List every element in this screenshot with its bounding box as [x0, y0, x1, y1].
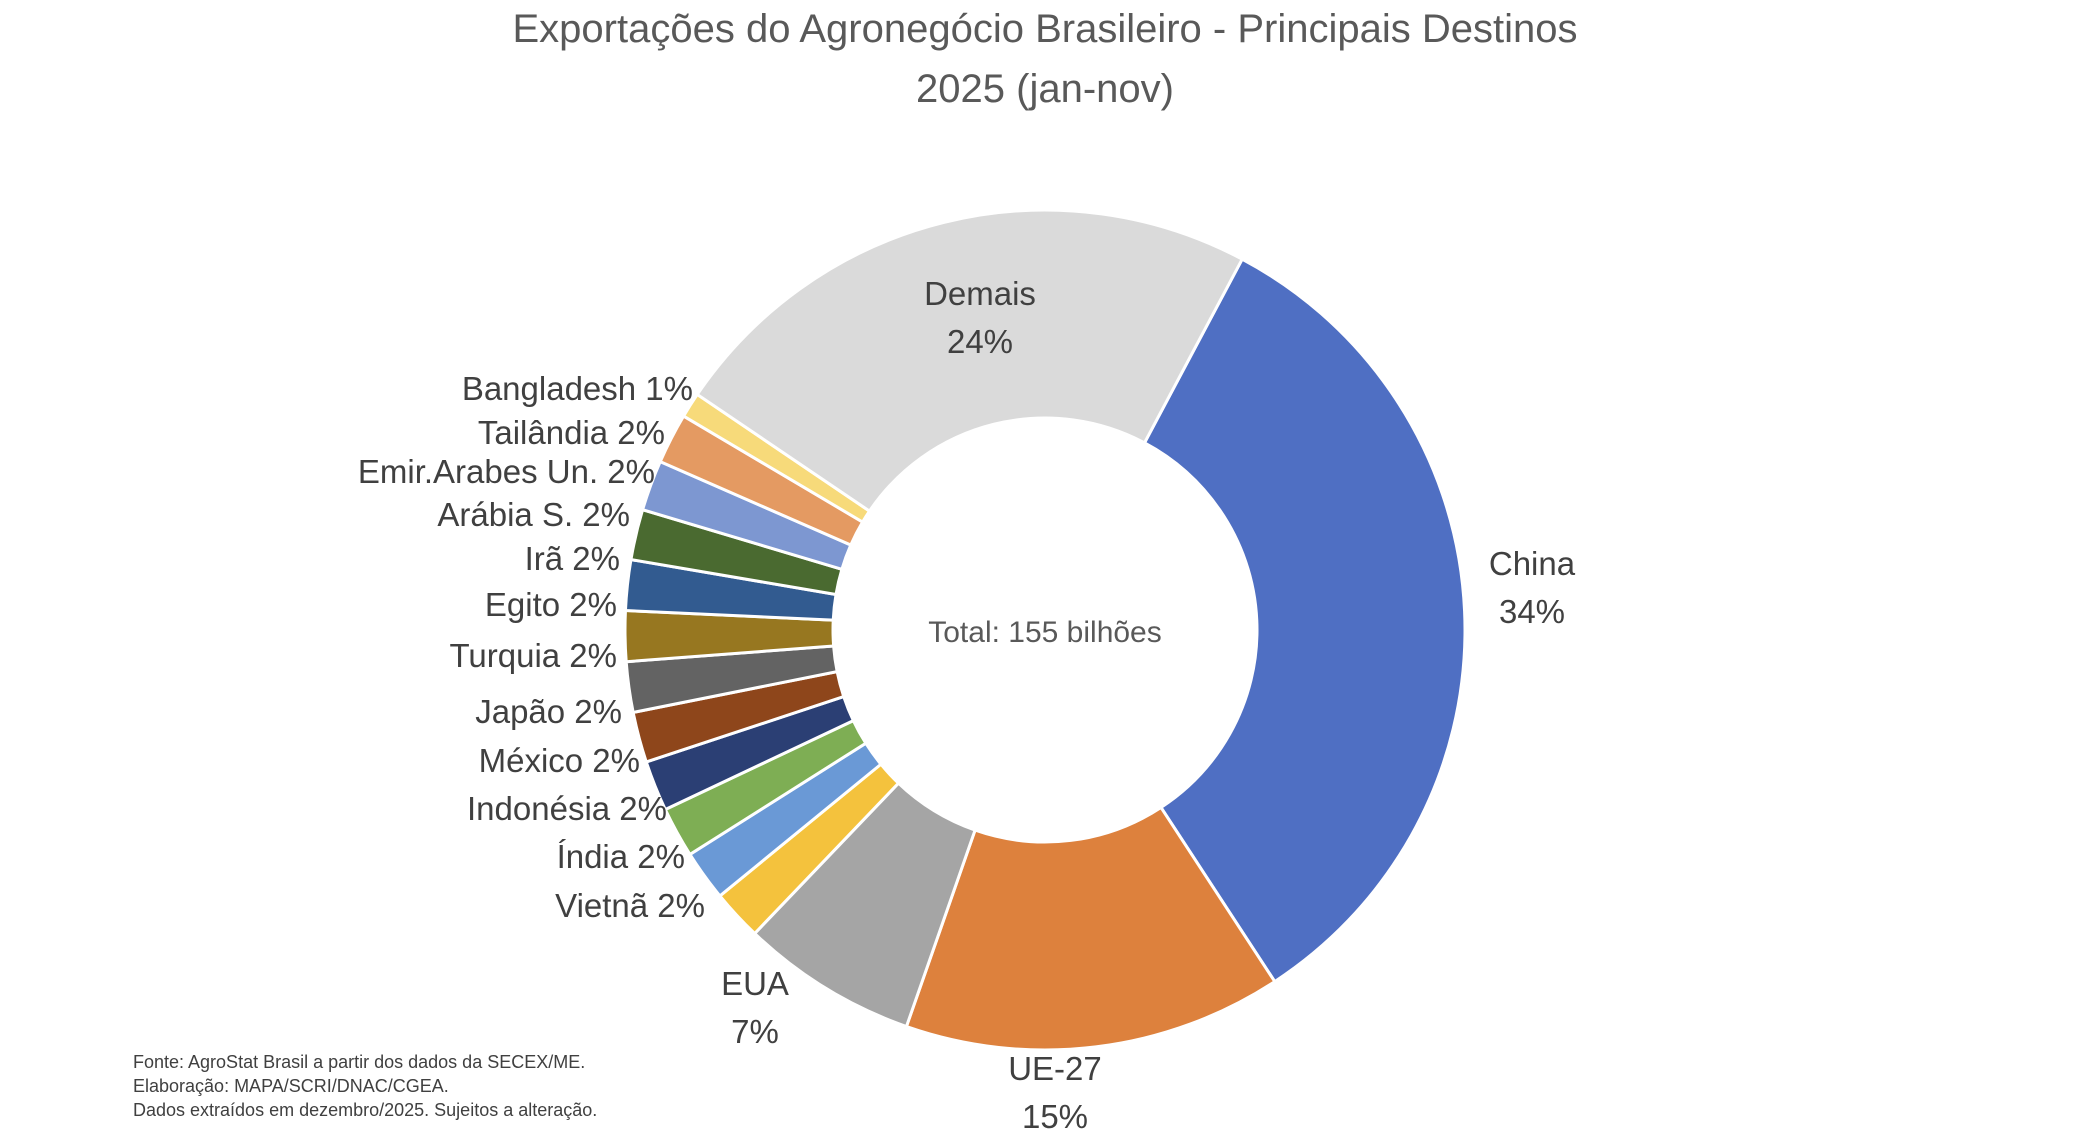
slice-ue-27	[904, 805, 1277, 1052]
label-name-ue-27: UE-27	[1008, 1050, 1102, 1087]
center-total-label: Total: 155 bilhões	[928, 616, 1162, 649]
slice-china	[1142, 257, 1467, 984]
label-emir-arabes-un: Emir.Arabes Un. 2%	[358, 453, 655, 490]
footnote-elaboration: Elaboração: MAPA/SCRI/DNAC/CGEA.	[133, 1076, 449, 1096]
label-value-china: 34%	[1499, 593, 1565, 630]
label-indonesia: Indonésia 2%	[467, 790, 667, 827]
label-bangladesh: Bangladesh 1%	[462, 370, 693, 407]
footnote-source: Fonte: AgroStat Brasil a partir dos dado…	[133, 1052, 586, 1072]
label-mexico: México 2%	[479, 742, 640, 779]
label-egito: Egito 2%	[485, 586, 617, 623]
label-india: Índia 2%	[557, 838, 685, 875]
footnote-extraction-date: Dados extraídos em dezembro/2025. Sujeit…	[133, 1100, 598, 1120]
label-name-china: China	[1489, 545, 1576, 582]
label-japao: Japão 2%	[475, 693, 622, 730]
label-name-eua: EUA	[721, 965, 789, 1002]
label-value-demais: 24%	[947, 323, 1013, 360]
label-ira: Irã 2%	[525, 540, 620, 577]
slice-demais	[695, 208, 1245, 514]
label-arabia-s: Arábia S. 2%	[437, 496, 630, 533]
label-turquia: Turquia 2%	[449, 637, 617, 674]
label-value-eua: 7%	[731, 1013, 779, 1050]
chart-subtitle: 2025 (jan-nov)	[916, 67, 1174, 111]
label-value-ue-27: 15%	[1022, 1098, 1088, 1135]
label-tailandia: Tailândia 2%	[478, 414, 665, 451]
donut-slices	[623, 208, 1467, 1052]
label-name-demais: Demais	[924, 275, 1036, 312]
chart-title: Exportações do Agronegócio Brasileiro - …	[513, 7, 1578, 51]
label-vietna: Vietnã 2%	[555, 887, 705, 924]
slice-labels: China 34% UE-27 15% EUA 7% Vietnã 2% Índia 2% In…	[358, 275, 1576, 1135]
